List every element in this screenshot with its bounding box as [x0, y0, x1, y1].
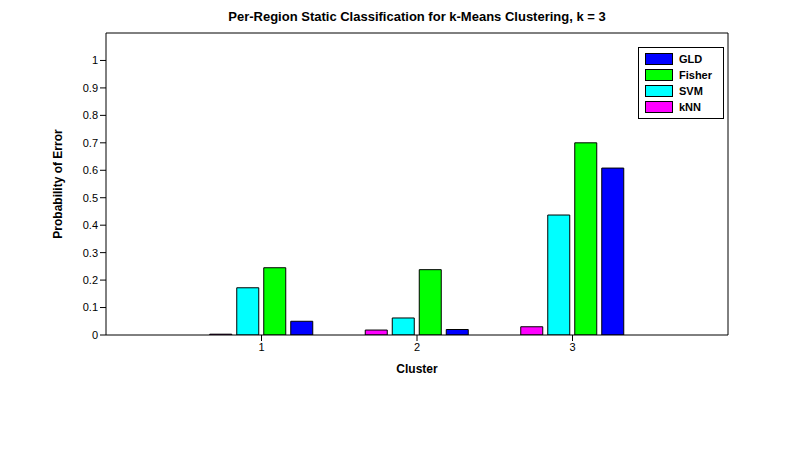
html-text:SVM: SVM [679, 85, 703, 97]
svg-text:0.4: 0.4 [83, 219, 98, 231]
html-text:Fisher: Fisher [679, 69, 712, 81]
svg-text:1: 1 [258, 341, 264, 353]
svg-text:0.6: 0.6 [83, 164, 98, 176]
svg-text:0.5: 0.5 [83, 192, 98, 204]
svg-text:2: 2 [414, 341, 420, 353]
svg-text:0.8: 0.8 [83, 109, 98, 121]
svg-text:0.2: 0.2 [83, 274, 98, 286]
svg-text:0.3: 0.3 [83, 247, 98, 259]
html-text:Per-Region Static Classificati: Per-Region Static Classification for k-M… [228, 9, 606, 24]
svg-text:Cluster: Cluster [396, 362, 438, 376]
svg-text:3: 3 [569, 341, 575, 353]
svg-text:0.9: 0.9 [83, 82, 98, 94]
svg-text:0.1: 0.1 [83, 301, 98, 313]
svg-text:0: 0 [92, 329, 98, 341]
html-text:kNN: kNN [679, 101, 701, 113]
html-text:GLD: GLD [679, 53, 703, 65]
svg-text:Probability of Error: Probability of Error [51, 129, 65, 239]
svg-text:0.7: 0.7 [83, 137, 98, 149]
svg-text:1: 1 [92, 54, 98, 66]
